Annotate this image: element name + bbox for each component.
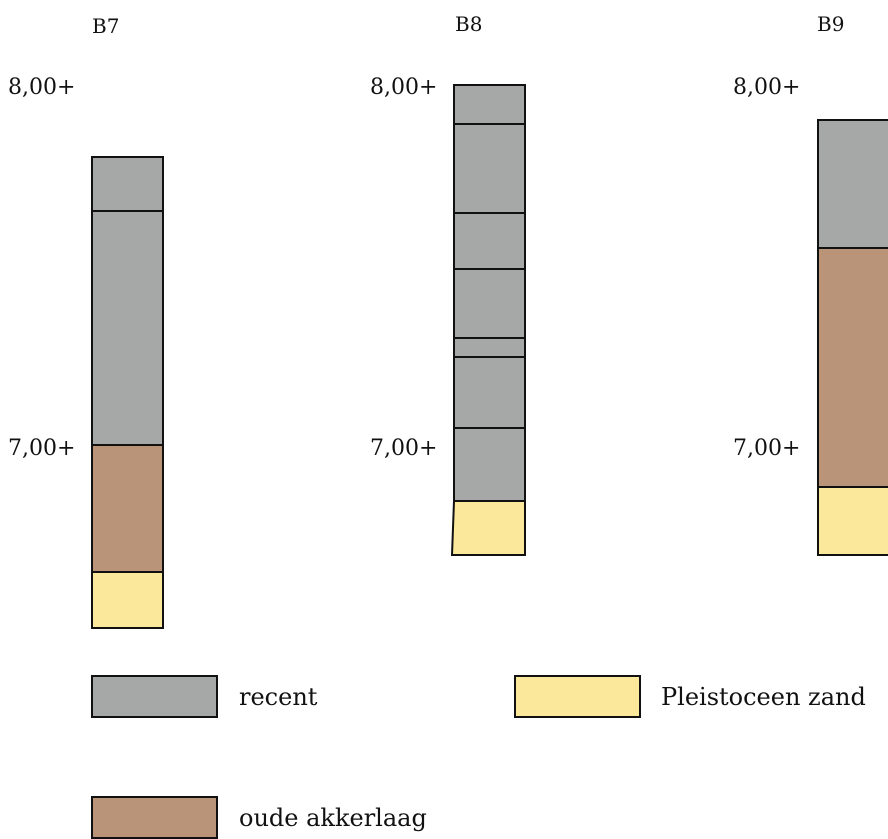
layer-oude-akkerlaag (817, 247, 888, 488)
legend-label-pleistoceen-zand: Pleistoceen zand (661, 683, 866, 711)
boring-column-b7 (91, 156, 164, 629)
layer-recent (817, 119, 888, 249)
layer-recent (453, 356, 526, 429)
layer-pleistoceen-zand (817, 486, 888, 556)
boring-column-b8 (450, 84, 526, 556)
legend-swatch-oude-akkerlaag (91, 796, 218, 839)
legend-swatch-recent (91, 675, 218, 718)
depth-label-8-b8: 8,00+ (370, 75, 437, 100)
layer-pleistoceen-zand (91, 571, 164, 629)
depth-label-7-b8: 7,00+ (370, 436, 437, 461)
column-title-b8: B8 (455, 12, 482, 36)
depth-label-7-b7: 7,00+ (8, 436, 75, 461)
layer-recent (453, 212, 526, 270)
layer-oude-akkerlaag (91, 444, 164, 573)
depth-label-8-b9: 8,00+ (733, 75, 800, 100)
legend: recent Pleistoceen zand oude akkerlaag (91, 675, 866, 839)
legend-label-oude-akkerlaag: oude akkerlaag (239, 804, 427, 832)
layer-recent (453, 337, 526, 358)
legend-label-recent: recent (239, 683, 318, 711)
column-title-b9: B9 (817, 12, 844, 36)
layer-pleistoceen-zand (450, 500, 526, 556)
depth-label-7-b9: 7,00+ (733, 436, 800, 461)
layer-recent (91, 210, 164, 446)
layer-recent (453, 268, 526, 339)
layer-recent (453, 84, 526, 125)
layer-recent (91, 156, 164, 212)
legend-swatch-pleistoceen-zand (514, 675, 641, 718)
column-title-b7: B7 (92, 14, 119, 38)
boring-column-b9 (817, 119, 888, 556)
layer-recent (453, 427, 526, 502)
depth-label-8-b7: 8,00+ (8, 75, 75, 100)
layer-recent (453, 123, 526, 214)
